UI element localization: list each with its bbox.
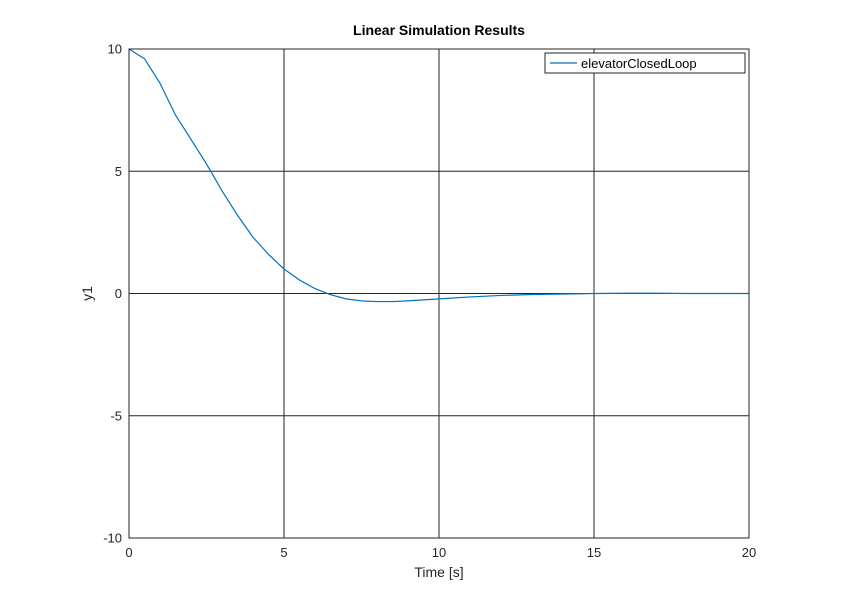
y-tick-label: 0 bbox=[115, 286, 122, 301]
y-tick-label: -5 bbox=[110, 408, 122, 423]
legend: elevatorClosedLoop bbox=[544, 52, 746, 74]
y-axis-label: y1 bbox=[79, 286, 95, 301]
legend-box bbox=[544, 52, 746, 74]
y-tick-label: 5 bbox=[115, 164, 122, 179]
series-line bbox=[128, 48, 749, 303]
y-tick-label: 10 bbox=[108, 42, 122, 57]
x-tick-label: 5 bbox=[280, 545, 287, 560]
x-axis-label: Time [s] bbox=[414, 564, 463, 580]
series-layer bbox=[128, 48, 749, 303]
ticks: 0 5 10 15 20 -10 -5 0 5 10 bbox=[103, 42, 756, 561]
x-tick-label: 0 bbox=[125, 545, 132, 560]
chart-title: Linear Simulation Results bbox=[353, 22, 525, 38]
plot-frame bbox=[128, 48, 750, 539]
y-tick-label: -10 bbox=[103, 531, 122, 546]
legend-label: elevatorClosedLoop bbox=[581, 56, 697, 71]
x-tick-label: 20 bbox=[742, 545, 756, 560]
x-tick-label: 15 bbox=[587, 545, 601, 560]
x-tick-label: 10 bbox=[432, 545, 446, 560]
